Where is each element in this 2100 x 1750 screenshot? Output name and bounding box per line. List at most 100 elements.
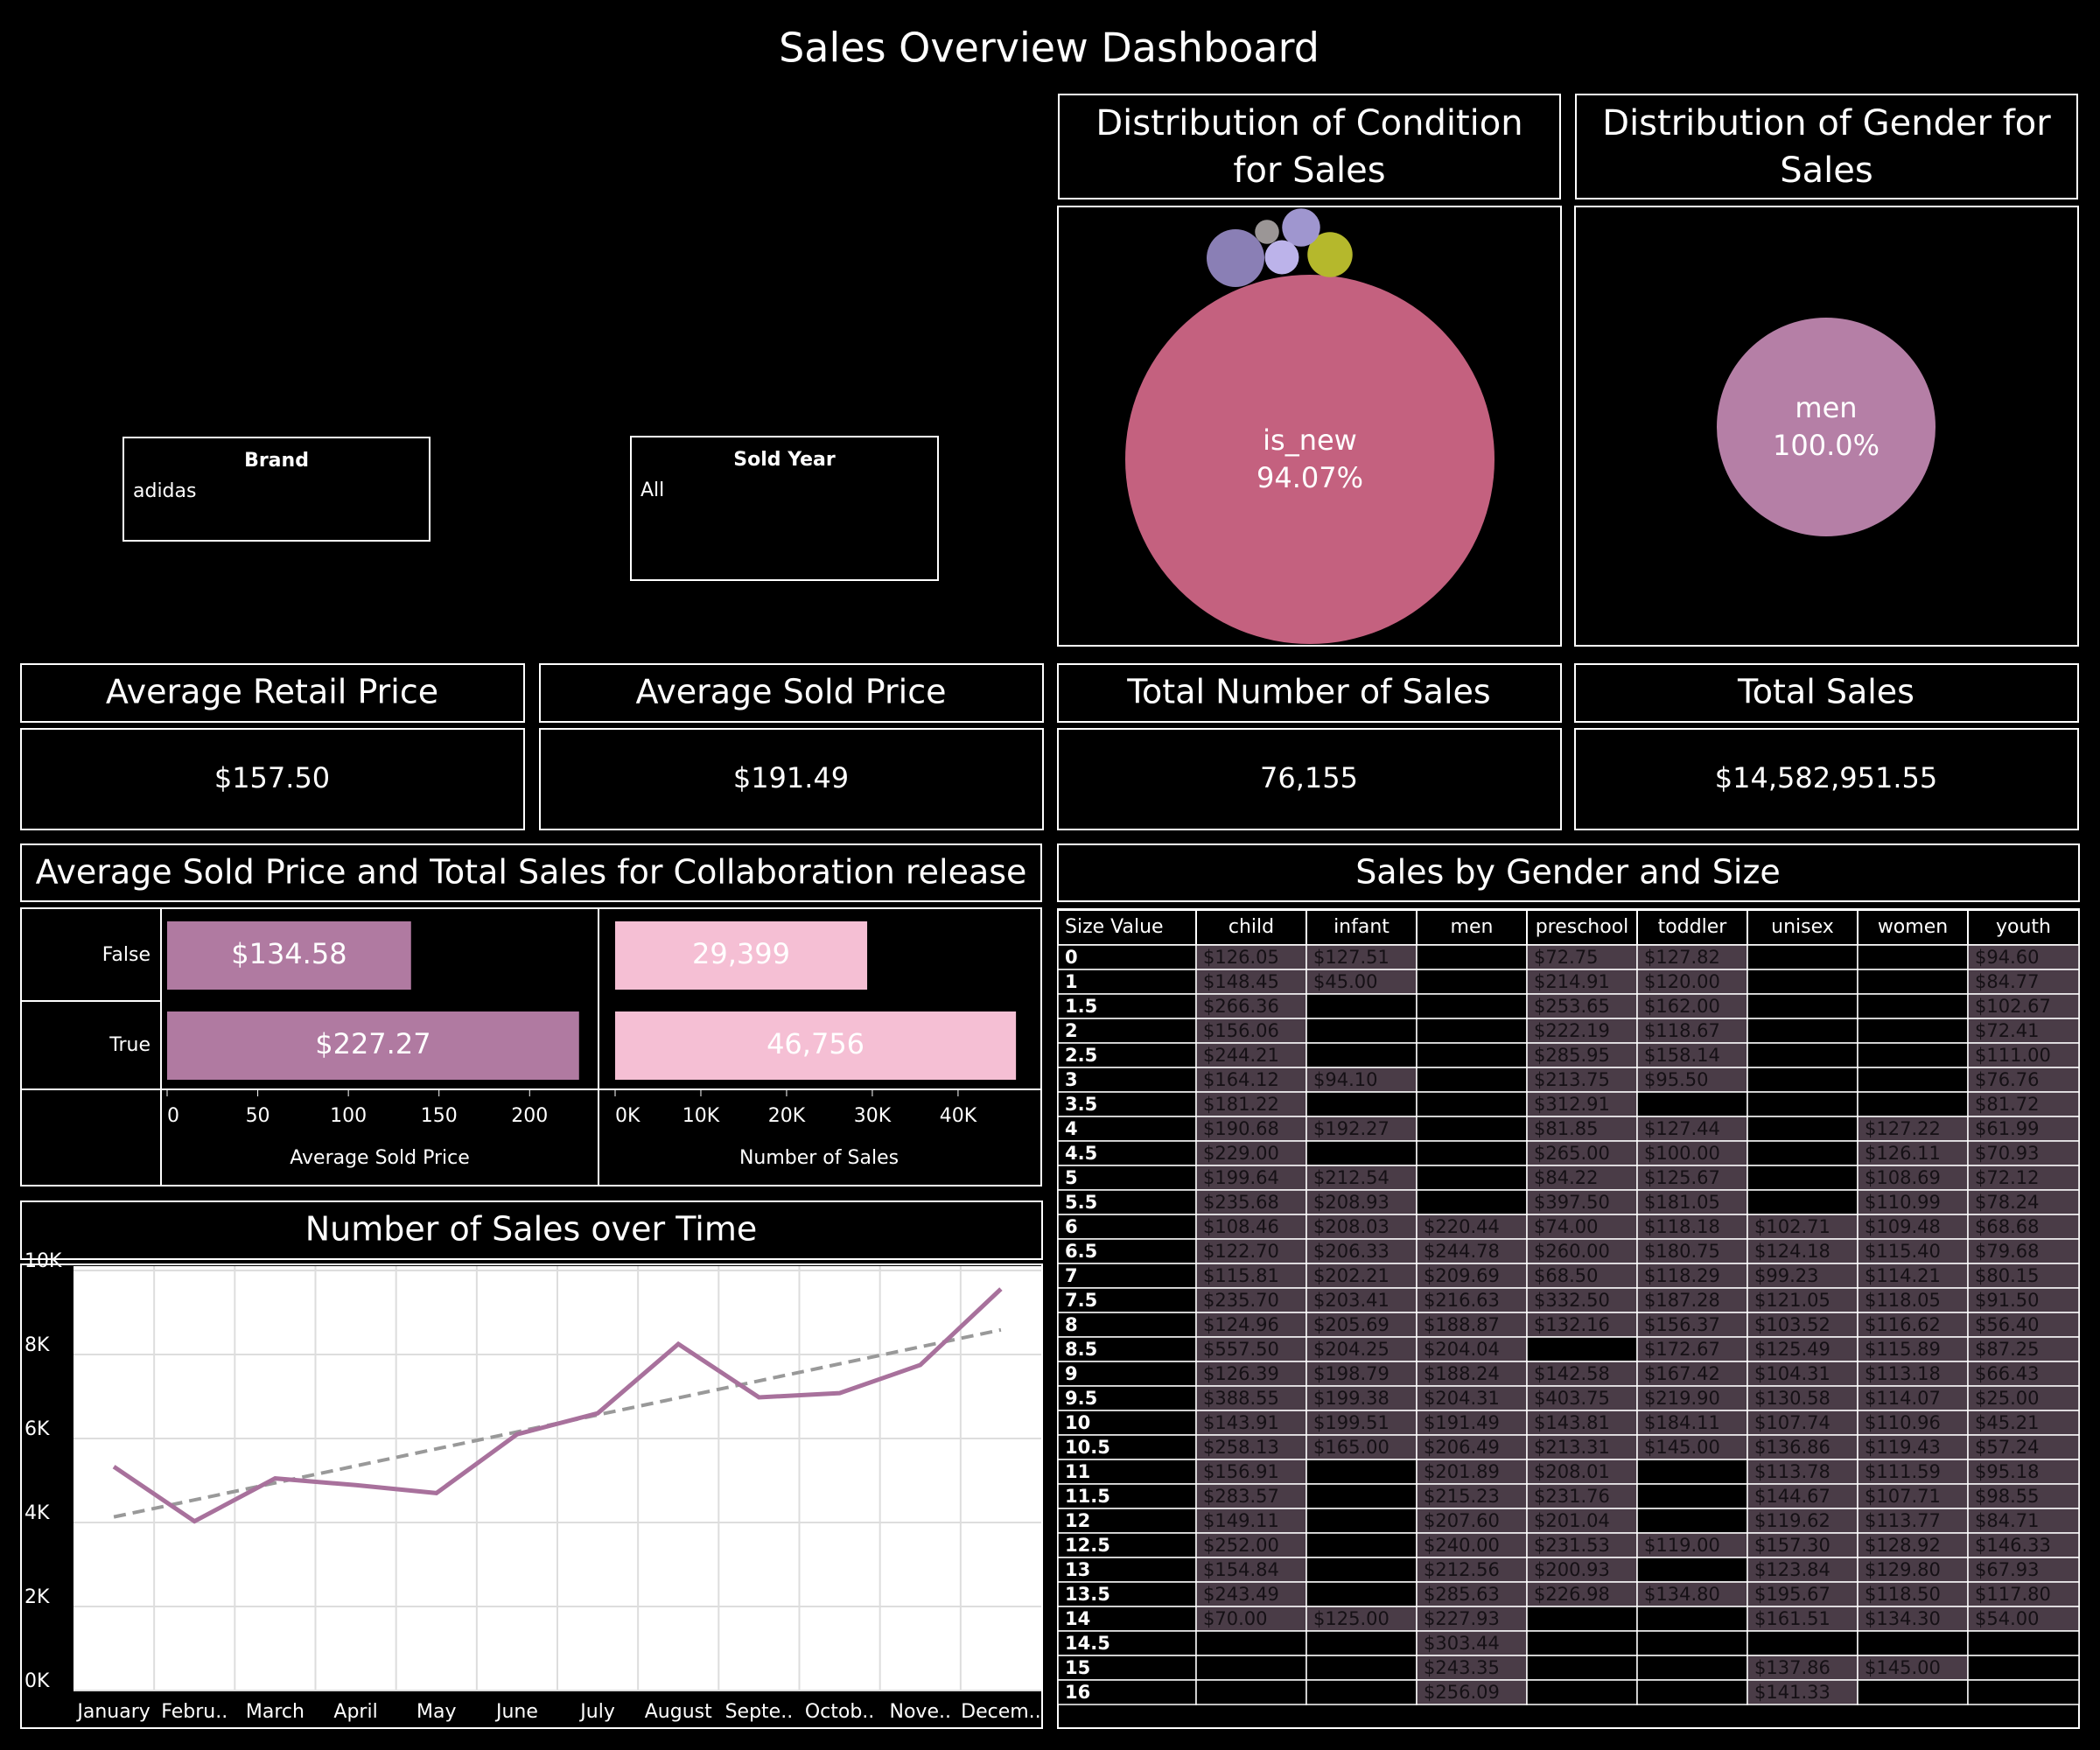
cell-value: $129.80 xyxy=(1865,1559,1941,1580)
table-cell xyxy=(1057,1459,1197,1485)
table-cell xyxy=(1857,1067,1969,1093)
table-cell xyxy=(1195,1091,1307,1117)
table-cell xyxy=(1857,1091,1969,1117)
table-cell xyxy=(1636,1091,1748,1117)
table-cell xyxy=(1416,1483,1528,1509)
chart-frame xyxy=(1574,206,2079,647)
table-cell xyxy=(1746,1091,1858,1117)
table-cell xyxy=(1416,1679,1528,1705)
table-cell xyxy=(1857,1410,1969,1436)
table-cell xyxy=(1746,969,1858,995)
column-header: preschool xyxy=(1536,916,1629,938)
cell-value: $121.05 xyxy=(1754,1290,1830,1311)
table-cell xyxy=(1057,1361,1197,1387)
table-cell xyxy=(1746,1067,1858,1093)
category-label: True xyxy=(108,1034,150,1056)
table-cell xyxy=(1526,1459,1638,1485)
chart-frame xyxy=(20,1264,1043,1729)
column-header: men xyxy=(1451,916,1494,938)
table-cell xyxy=(1636,1508,1748,1534)
cell-value: $79.68 xyxy=(1975,1241,2039,1262)
cell-value: $70.00 xyxy=(1203,1608,1267,1629)
table-cell xyxy=(1526,1287,1638,1313)
table-cell xyxy=(1746,1459,1858,1485)
table-cell xyxy=(1306,1557,1418,1583)
cell-value: $143.81 xyxy=(1534,1412,1610,1433)
table-cell xyxy=(1967,1508,2080,1534)
cell-value: $119.43 xyxy=(1865,1437,1941,1458)
table-cell xyxy=(1306,1336,1418,1362)
table-cell xyxy=(1306,1508,1418,1534)
cell-value: $265.00 xyxy=(1534,1143,1610,1164)
table-cell xyxy=(1416,969,1528,995)
table-cell xyxy=(1416,944,1528,970)
cell-value: $243.35 xyxy=(1424,1657,1500,1678)
cell-value: $203.41 xyxy=(1313,1290,1390,1311)
cell-value: $116.62 xyxy=(1865,1314,1941,1335)
cell-value: $172.67 xyxy=(1644,1339,1720,1360)
cell-value: $157.30 xyxy=(1754,1535,1830,1556)
table-cell xyxy=(1195,1042,1307,1068)
x-tick-label: 40K xyxy=(940,1105,977,1127)
cell-value: $110.99 xyxy=(1865,1192,1941,1213)
table-cell xyxy=(1306,1361,1418,1387)
cell-value: $127.51 xyxy=(1313,947,1390,968)
filter-value: adidas xyxy=(133,480,196,502)
row-header: 5.5 xyxy=(1065,1192,1097,1213)
cell-value: $213.75 xyxy=(1534,1069,1610,1090)
cell-value: $256.09 xyxy=(1424,1682,1500,1703)
cell-value: $181.22 xyxy=(1203,1094,1279,1115)
x-tick-label: March xyxy=(246,1701,304,1723)
x-tick-label: Octob.. xyxy=(805,1701,874,1723)
row-header: 11 xyxy=(1065,1461,1090,1482)
table-cell xyxy=(1746,1189,1858,1215)
kpi-title: Average Retail Price xyxy=(106,673,438,711)
cell-value: $332.50 xyxy=(1534,1290,1610,1311)
row-header: 0 xyxy=(1065,947,1078,968)
cell-value: $164.12 xyxy=(1203,1069,1279,1090)
row-header: 6.5 xyxy=(1065,1241,1097,1262)
table-cell xyxy=(1195,1116,1307,1142)
row-header: 11.5 xyxy=(1065,1486,1110,1507)
cell-value: $195.67 xyxy=(1754,1584,1830,1605)
cell-value: $94.10 xyxy=(1313,1069,1377,1090)
table-title: Sales by Gender and Size xyxy=(1355,853,1781,892)
cell-value: $188.87 xyxy=(1424,1314,1500,1335)
table-cell xyxy=(1967,1165,2080,1191)
cell-value: $207.60 xyxy=(1424,1510,1500,1531)
cell-value: $214.91 xyxy=(1534,971,1610,992)
cell-value: $205.69 xyxy=(1313,1314,1390,1335)
table-cell xyxy=(1636,1606,1748,1632)
cell-value: $95.18 xyxy=(1975,1461,2039,1482)
x-tick-label: 0K xyxy=(615,1105,640,1127)
cell-value: $74.00 xyxy=(1534,1216,1598,1237)
table-cell xyxy=(1306,1385,1418,1411)
row-header: 9.5 xyxy=(1065,1388,1097,1409)
cell-value: $127.44 xyxy=(1644,1118,1720,1139)
table-cell xyxy=(1526,1557,1638,1583)
table-cell xyxy=(1306,1214,1418,1240)
x-tick-label: August xyxy=(645,1701,712,1723)
table-cell xyxy=(1746,1018,1858,1044)
table-cell xyxy=(1746,1140,1858,1166)
cell-value: $111.59 xyxy=(1865,1461,1941,1482)
cell-value: $303.44 xyxy=(1424,1633,1500,1654)
cell-value: $220.44 xyxy=(1424,1216,1500,1237)
kpi-value-box xyxy=(1057,728,1562,830)
table-cell xyxy=(1857,1679,1969,1705)
table-cell xyxy=(1857,1042,1969,1068)
table-cell xyxy=(1857,1630,1969,1656)
table-cell xyxy=(1526,1679,1638,1705)
bubble xyxy=(1717,318,1936,536)
column-header: infant xyxy=(1334,916,1390,938)
table-cell xyxy=(1636,1287,1748,1313)
table-cell xyxy=(1195,1410,1307,1436)
bubble xyxy=(1255,220,1279,244)
cell-value: $285.63 xyxy=(1424,1584,1500,1605)
row-header: 13 xyxy=(1065,1559,1090,1580)
cell-value: $104.31 xyxy=(1754,1363,1830,1384)
table-cell xyxy=(1636,1189,1748,1215)
header-cell xyxy=(1967,909,2080,946)
cell-value: $118.05 xyxy=(1865,1290,1941,1311)
cell-value: $136.86 xyxy=(1754,1437,1830,1458)
